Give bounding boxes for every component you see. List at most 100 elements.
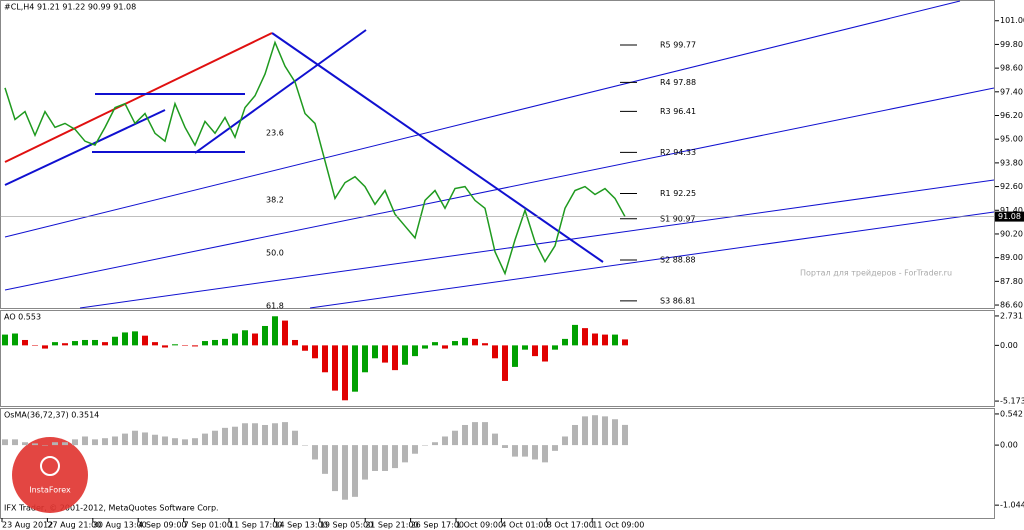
watermark: Портал для трейдеров - ForTrader.ru <box>800 269 952 278</box>
histogram-bar <box>562 436 568 446</box>
x-tick-label: 11 Oct 09:00 <box>592 521 644 530</box>
channel-lines <box>4 0 995 309</box>
y-tick-label: 89.00 <box>1000 253 1023 262</box>
histogram-bar <box>552 445 558 451</box>
histogram-bar <box>432 342 438 346</box>
y-tick-label: 0.00 <box>1000 441 1018 450</box>
histogram-bar <box>232 333 238 346</box>
pivot-label: S2 88.88 <box>660 256 696 265</box>
chart-title: #CL,H4 91.21 91.22 90.99 91.08 <box>4 3 136 12</box>
histogram-bar <box>512 445 518 457</box>
y-tick-label: 96.20 <box>1000 111 1023 120</box>
histogram-bar <box>72 341 78 346</box>
x-tick-label: 30 Aug 13:00 <box>93 521 147 530</box>
histogram-bar <box>172 438 178 446</box>
ao-title: AO 0.553 <box>4 313 41 322</box>
histogram-bar <box>492 433 498 446</box>
x-tick-label: 21 Sep 21:00 <box>365 521 418 530</box>
histogram-bar <box>122 433 128 446</box>
histogram-bar <box>122 332 128 346</box>
histogram-bar <box>392 445 398 469</box>
histogram-bar <box>212 430 218 446</box>
histogram-bar <box>522 345 528 350</box>
last-price-box <box>995 211 1024 222</box>
y-tick-label: 97.40 <box>1000 87 1023 96</box>
histogram-bar <box>302 445 308 446</box>
trend-lines <box>4 29 604 263</box>
histogram-bar <box>242 330 248 346</box>
histogram-bar <box>542 445 548 463</box>
histogram-bar <box>532 345 538 357</box>
histogram-bar <box>232 426 238 446</box>
histogram-bar <box>512 345 518 367</box>
pivot-label: R5 99.77 <box>660 41 696 50</box>
histogram-bar <box>482 343 488 346</box>
y-tick-label: 95.00 <box>1000 135 1023 144</box>
histogram-bar <box>312 445 318 460</box>
pivot-label: S3 86.81 <box>660 296 696 305</box>
histogram-bar <box>532 445 538 460</box>
histogram-bar <box>472 422 478 446</box>
histogram-bar <box>22 339 28 346</box>
histogram-bar <box>52 342 58 346</box>
histogram-bar <box>452 430 458 446</box>
histogram-bar <box>442 436 448 446</box>
histogram-bar <box>202 341 208 346</box>
histogram-bar <box>462 337 468 346</box>
histogram-bar <box>592 333 598 346</box>
histogram-bar <box>622 424 628 446</box>
histogram-bar <box>622 339 628 346</box>
pivot-label: R2 94.33 <box>660 148 696 157</box>
histogram-bar <box>382 445 388 471</box>
histogram-bar <box>602 334 608 346</box>
x-tick-label: 1 Oct 09:00 <box>456 521 503 530</box>
y-tick-label: 98.60 <box>1000 64 1023 73</box>
histogram-bar <box>322 345 328 373</box>
fib-label: 23.6 <box>266 129 284 138</box>
histogram-bar <box>252 333 258 346</box>
histogram-bar <box>502 345 508 381</box>
last-price-label: 91.08 <box>998 212 1021 221</box>
histogram-bar <box>132 331 138 346</box>
histogram-bar <box>32 443 38 446</box>
histogram-bar <box>242 423 248 446</box>
histogram-bar <box>272 316 278 346</box>
histogram-bar <box>292 339 298 346</box>
histogram-bar <box>402 345 408 365</box>
histogram-bar <box>562 338 568 346</box>
y-tick-label: 87.80 <box>1000 277 1023 286</box>
histogram-bar <box>182 345 188 346</box>
y-tick-label: 92.60 <box>1000 182 1023 191</box>
histogram-bar <box>612 419 618 446</box>
histogram-bar <box>102 438 108 446</box>
histogram-bar <box>572 424 578 446</box>
x-tick-label: 7 Sep 01:00 <box>184 521 232 530</box>
y-tick-label: 0.00 <box>1000 341 1018 350</box>
x-tick-label: 4 Sep 09:00 <box>138 521 186 530</box>
histogram-bar <box>482 422 488 446</box>
histogram-bar <box>352 445 358 497</box>
histogram-bar <box>282 320 288 346</box>
price-line <box>4 40 626 276</box>
histogram-bar <box>602 416 608 446</box>
histogram-bar <box>502 445 508 448</box>
copyright: IFX Trader, © 2001-2012, MetaQuotes Soft… <box>4 504 219 513</box>
histogram-bar <box>32 345 38 346</box>
histogram-bar <box>192 438 198 446</box>
histogram-bar <box>262 424 268 446</box>
x-tick-label: 27 Aug 21:00 <box>47 521 101 530</box>
histogram-bar <box>132 430 138 446</box>
histogram-bar <box>342 345 348 401</box>
histogram-bar <box>2 334 8 346</box>
histogram-bar <box>302 345 308 351</box>
histogram-bar <box>82 339 88 346</box>
histogram-bar <box>42 445 48 446</box>
histogram-bar <box>462 424 468 446</box>
histogram-bar <box>272 423 278 446</box>
y-tick-label: -5.173 <box>1000 397 1024 406</box>
histogram-bar <box>332 345 338 391</box>
histogram-bar <box>382 345 388 363</box>
y-tick-label: 90.20 <box>1000 229 1023 238</box>
histogram-bar <box>452 341 458 346</box>
